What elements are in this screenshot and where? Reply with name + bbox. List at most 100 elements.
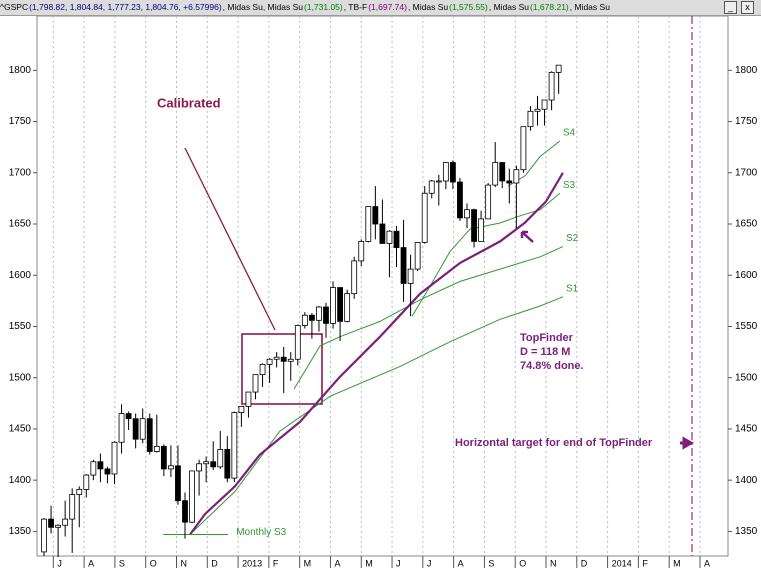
candle-body	[55, 524, 61, 528]
candle-body	[69, 494, 76, 520]
candle-body	[153, 445, 160, 452]
x-tick-label: O	[519, 558, 526, 568]
series-line	[189, 172, 564, 536]
x-tick-label: S	[119, 558, 125, 568]
candle-body	[83, 474, 90, 490]
x-tick-label: N	[180, 558, 187, 568]
candle-body	[442, 162, 449, 182]
candle-body	[266, 358, 273, 365]
x-tick-label: F	[273, 558, 279, 568]
topfinder-label: D = 118 M	[520, 346, 570, 358]
minimize-button[interactable]: _	[724, 1, 737, 14]
y-tick-label-right: 1350	[735, 526, 758, 537]
close-button[interactable]: x	[741, 1, 754, 14]
calibration-box	[241, 333, 323, 405]
calibration-pointer	[184, 147, 276, 331]
x-tick-label: D	[211, 558, 218, 568]
header-segment: , Midas Su	[569, 2, 610, 12]
x-tick-label: J	[57, 558, 62, 568]
candle-body	[210, 461, 217, 468]
y-tick-label: 1550	[9, 321, 32, 332]
candle-body	[499, 162, 506, 182]
header-segment: , Midas Su	[407, 2, 449, 12]
y-tick-label-right: 1650	[735, 219, 758, 230]
candle-body	[217, 449, 224, 468]
topfinder-label: TopFinder	[520, 332, 574, 344]
x-tick-label: J	[427, 558, 432, 568]
candle-body	[238, 405, 245, 413]
candle-body	[372, 206, 379, 225]
candle-body	[224, 449, 231, 479]
candle-body	[125, 413, 132, 420]
chart: Calibrated TopFinder D = 118 M 74.8% don…	[9, 16, 758, 568]
candle-body	[449, 162, 456, 183]
candle-body	[471, 209, 477, 242]
candle-body	[421, 192, 428, 243]
x-tick-label: A	[704, 558, 710, 568]
candle-body	[358, 241, 365, 262]
x-tick-label: J	[396, 558, 401, 568]
candle-body	[76, 488, 83, 495]
candle-body	[541, 99, 548, 110]
x-tick-label: 2013	[242, 558, 262, 568]
candle-body	[245, 391, 252, 407]
series-label: S3	[563, 180, 576, 191]
x-tick-label: M	[304, 558, 312, 568]
candle-body	[196, 463, 203, 472]
candle-body	[527, 110, 534, 128]
candle-body	[111, 441, 118, 475]
x-tick-label: F	[642, 558, 648, 568]
y-tick-label: 1800	[9, 65, 32, 76]
candle-body	[175, 465, 181, 502]
series-label: S2	[566, 233, 579, 244]
candle-body	[344, 293, 351, 322]
candle-body	[90, 461, 97, 476]
y-tick-label: 1450	[9, 424, 32, 435]
y-tick-label-right: 1400	[735, 475, 758, 486]
y-tick-label: 1350	[9, 526, 32, 537]
candle-body	[548, 71, 555, 101]
y-tick-label: 1700	[9, 167, 32, 178]
y-tick-label-right: 1600	[735, 270, 758, 281]
candle-body	[294, 325, 301, 360]
candle-body	[400, 247, 407, 284]
series-label: S4	[563, 128, 576, 139]
calibrated-label: Calibrated	[157, 95, 221, 110]
header-segment: (1,731.05)	[303, 2, 343, 12]
header-segment: (1,697.74)	[368, 2, 407, 12]
candle-body	[308, 314, 315, 321]
series-line	[189, 296, 564, 535]
candle-body	[323, 306, 329, 324]
candle-body	[273, 356, 280, 360]
candle-body	[379, 223, 386, 244]
y-tick-label: 1600	[9, 270, 32, 281]
y-tick-label-right: 1800	[735, 65, 758, 76]
y-tick-label-right: 1550	[735, 321, 758, 332]
candle-body	[104, 468, 111, 475]
candle-body	[492, 162, 499, 186]
candle-body	[337, 287, 344, 322]
x-tick-label: D	[581, 558, 588, 568]
candle-body	[62, 518, 69, 526]
plot-frame	[36, 16, 729, 557]
x-tick-label: M	[673, 558, 681, 568]
candle-body	[139, 418, 146, 440]
candle-body	[259, 363, 266, 376]
y-tick-label: 1500	[9, 372, 32, 383]
candle-body	[287, 358, 294, 362]
candle-body	[485, 184, 492, 220]
x-tick-label: A	[458, 558, 464, 568]
candle-body	[203, 461, 210, 465]
header-segment: (1,678.21)	[530, 2, 569, 12]
candle-body	[520, 126, 527, 171]
x-tick-label: A	[334, 558, 340, 568]
candle-body	[428, 180, 435, 194]
candle-body	[555, 64, 562, 73]
header-segment: (1,575.55)	[449, 2, 488, 12]
candle-body	[182, 500, 188, 523]
candle-body	[478, 218, 485, 242]
series-label: S1	[566, 283, 579, 294]
candle-body	[167, 465, 174, 470]
x-tick-label: N	[550, 558, 557, 568]
